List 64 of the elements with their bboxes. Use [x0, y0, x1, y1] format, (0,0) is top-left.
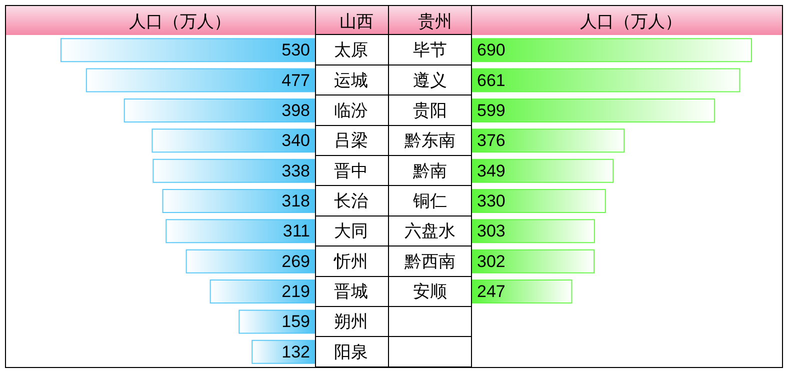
data-label: 302	[477, 252, 506, 271]
bar	[472, 189, 606, 213]
data-label: 159	[282, 312, 310, 332]
data-label: 318	[282, 192, 310, 210]
y-tick-label: 黔南	[412, 161, 447, 180]
bar	[472, 98, 716, 122]
y-tick-label: 六盘水	[404, 222, 456, 241]
y-tick-label: 临汾	[334, 100, 368, 120]
data-label: 338	[282, 161, 310, 180]
bar	[472, 158, 614, 183]
y-tick-label: 铜仁	[412, 192, 447, 210]
data-label: 311	[282, 222, 310, 241]
chart-title: 人口（万人）	[580, 12, 682, 31]
data-label: 661	[477, 70, 506, 90]
y-tick-label: 长治	[334, 192, 368, 210]
data-label: 219	[282, 282, 310, 302]
chart-title: 人口（万人）	[129, 12, 231, 31]
data-label: 247	[477, 282, 506, 302]
y-tick-label: 遵义	[413, 70, 447, 90]
data-label: 269	[282, 252, 310, 271]
y-tick-label: 朔州	[334, 312, 368, 332]
bar	[162, 189, 315, 213]
y-tick-label: 晋城	[334, 282, 368, 302]
y-axis-title: 山西	[340, 12, 374, 31]
data-label: 303	[477, 222, 506, 241]
bar	[238, 310, 315, 334]
data-label: 477	[282, 70, 310, 90]
bar	[166, 219, 315, 244]
bar	[60, 38, 315, 62]
y-tick-label: 忻州	[333, 252, 368, 271]
bar	[152, 158, 315, 183]
bar	[472, 38, 752, 62]
y-tick-label: 晋中	[334, 161, 368, 180]
y-tick-label: 太原	[334, 40, 368, 60]
data-label: 398	[282, 100, 310, 120]
y-tick-label: 黔西南	[404, 252, 456, 271]
bar	[472, 219, 595, 244]
bar	[124, 98, 315, 122]
data-label: 340	[282, 131, 310, 150]
data-label: 330	[477, 192, 506, 210]
data-label: 349	[477, 161, 506, 180]
y-tick-label: 吕梁	[334, 131, 368, 150]
bar	[152, 128, 315, 153]
data-label: 132	[282, 342, 310, 362]
y-tick-label: 大同	[334, 222, 368, 241]
y-axis-title: 贵州	[418, 12, 452, 31]
bar	[186, 249, 315, 274]
data-label: 530	[282, 40, 310, 60]
y-tick-label: 黔东南	[404, 131, 456, 150]
y-tick-label: 贵阳	[413, 100, 447, 120]
bar	[210, 280, 315, 304]
y-tick-label: 安顺	[413, 282, 447, 302]
data-label: 690	[477, 40, 506, 60]
bar	[472, 249, 595, 274]
bar	[86, 68, 315, 92]
data-label: 599	[477, 100, 506, 120]
y-tick-label: 毕节	[413, 40, 447, 60]
bar	[252, 340, 315, 364]
bar	[472, 280, 572, 304]
data-label: 376	[477, 131, 506, 150]
y-tick-label: 阳泉	[334, 342, 368, 362]
bar	[472, 128, 625, 153]
y-tick-label: 运城	[334, 70, 368, 90]
bar	[472, 68, 740, 92]
